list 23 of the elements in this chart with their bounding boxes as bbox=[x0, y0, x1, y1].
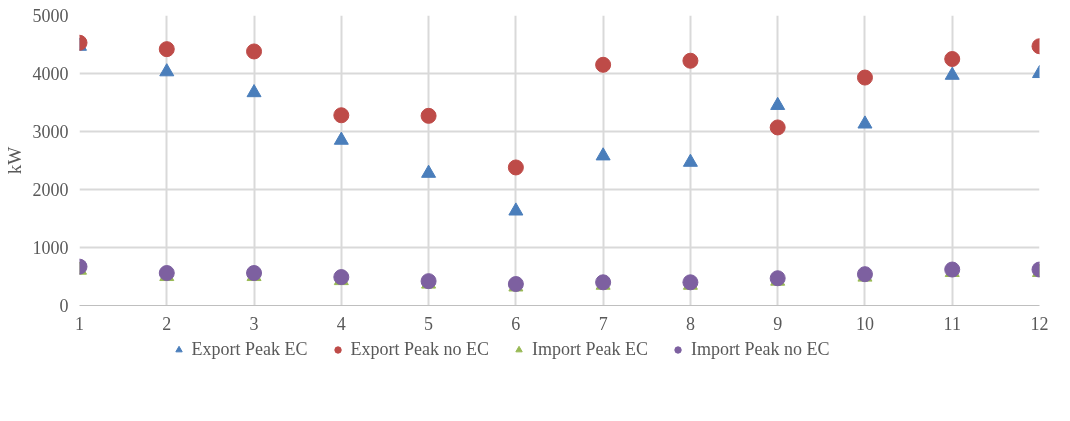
x-tick-label: 4 bbox=[336, 313, 346, 334]
x-tick-label: 9 bbox=[773, 313, 783, 334]
x-tick-label: 10 bbox=[855, 313, 874, 334]
x-tick-label: 5 bbox=[424, 313, 434, 334]
legend-label: Export Peak no EC bbox=[350, 338, 489, 360]
y-tick-label: 0 bbox=[59, 296, 69, 316]
y-tick-label: 1000 bbox=[32, 238, 69, 258]
y-tick-label: 4000 bbox=[32, 64, 69, 84]
y-tick-label: 2000 bbox=[32, 180, 69, 200]
x-tick-label: 2 bbox=[162, 313, 172, 334]
legend-label: Export Peak EC bbox=[191, 338, 308, 360]
x-tick-label: 7 bbox=[598, 313, 608, 334]
x-tick-label: 8 bbox=[685, 313, 695, 334]
y-tick-label: 5000 bbox=[32, 6, 69, 26]
x-tick-label: 3 bbox=[249, 313, 259, 334]
x-tick-label: 6 bbox=[511, 313, 521, 334]
x-tick-label: 12 bbox=[1030, 313, 1049, 334]
legend-label: Import Peak no EC bbox=[690, 338, 830, 360]
legend-label: Import Peak EC bbox=[531, 338, 648, 360]
x-tick-label: 1 bbox=[75, 313, 84, 334]
y-tick-label: 3000 bbox=[32, 122, 69, 142]
y-axis-title: kW bbox=[3, 146, 25, 175]
x-tick-label: 11 bbox=[943, 313, 961, 334]
